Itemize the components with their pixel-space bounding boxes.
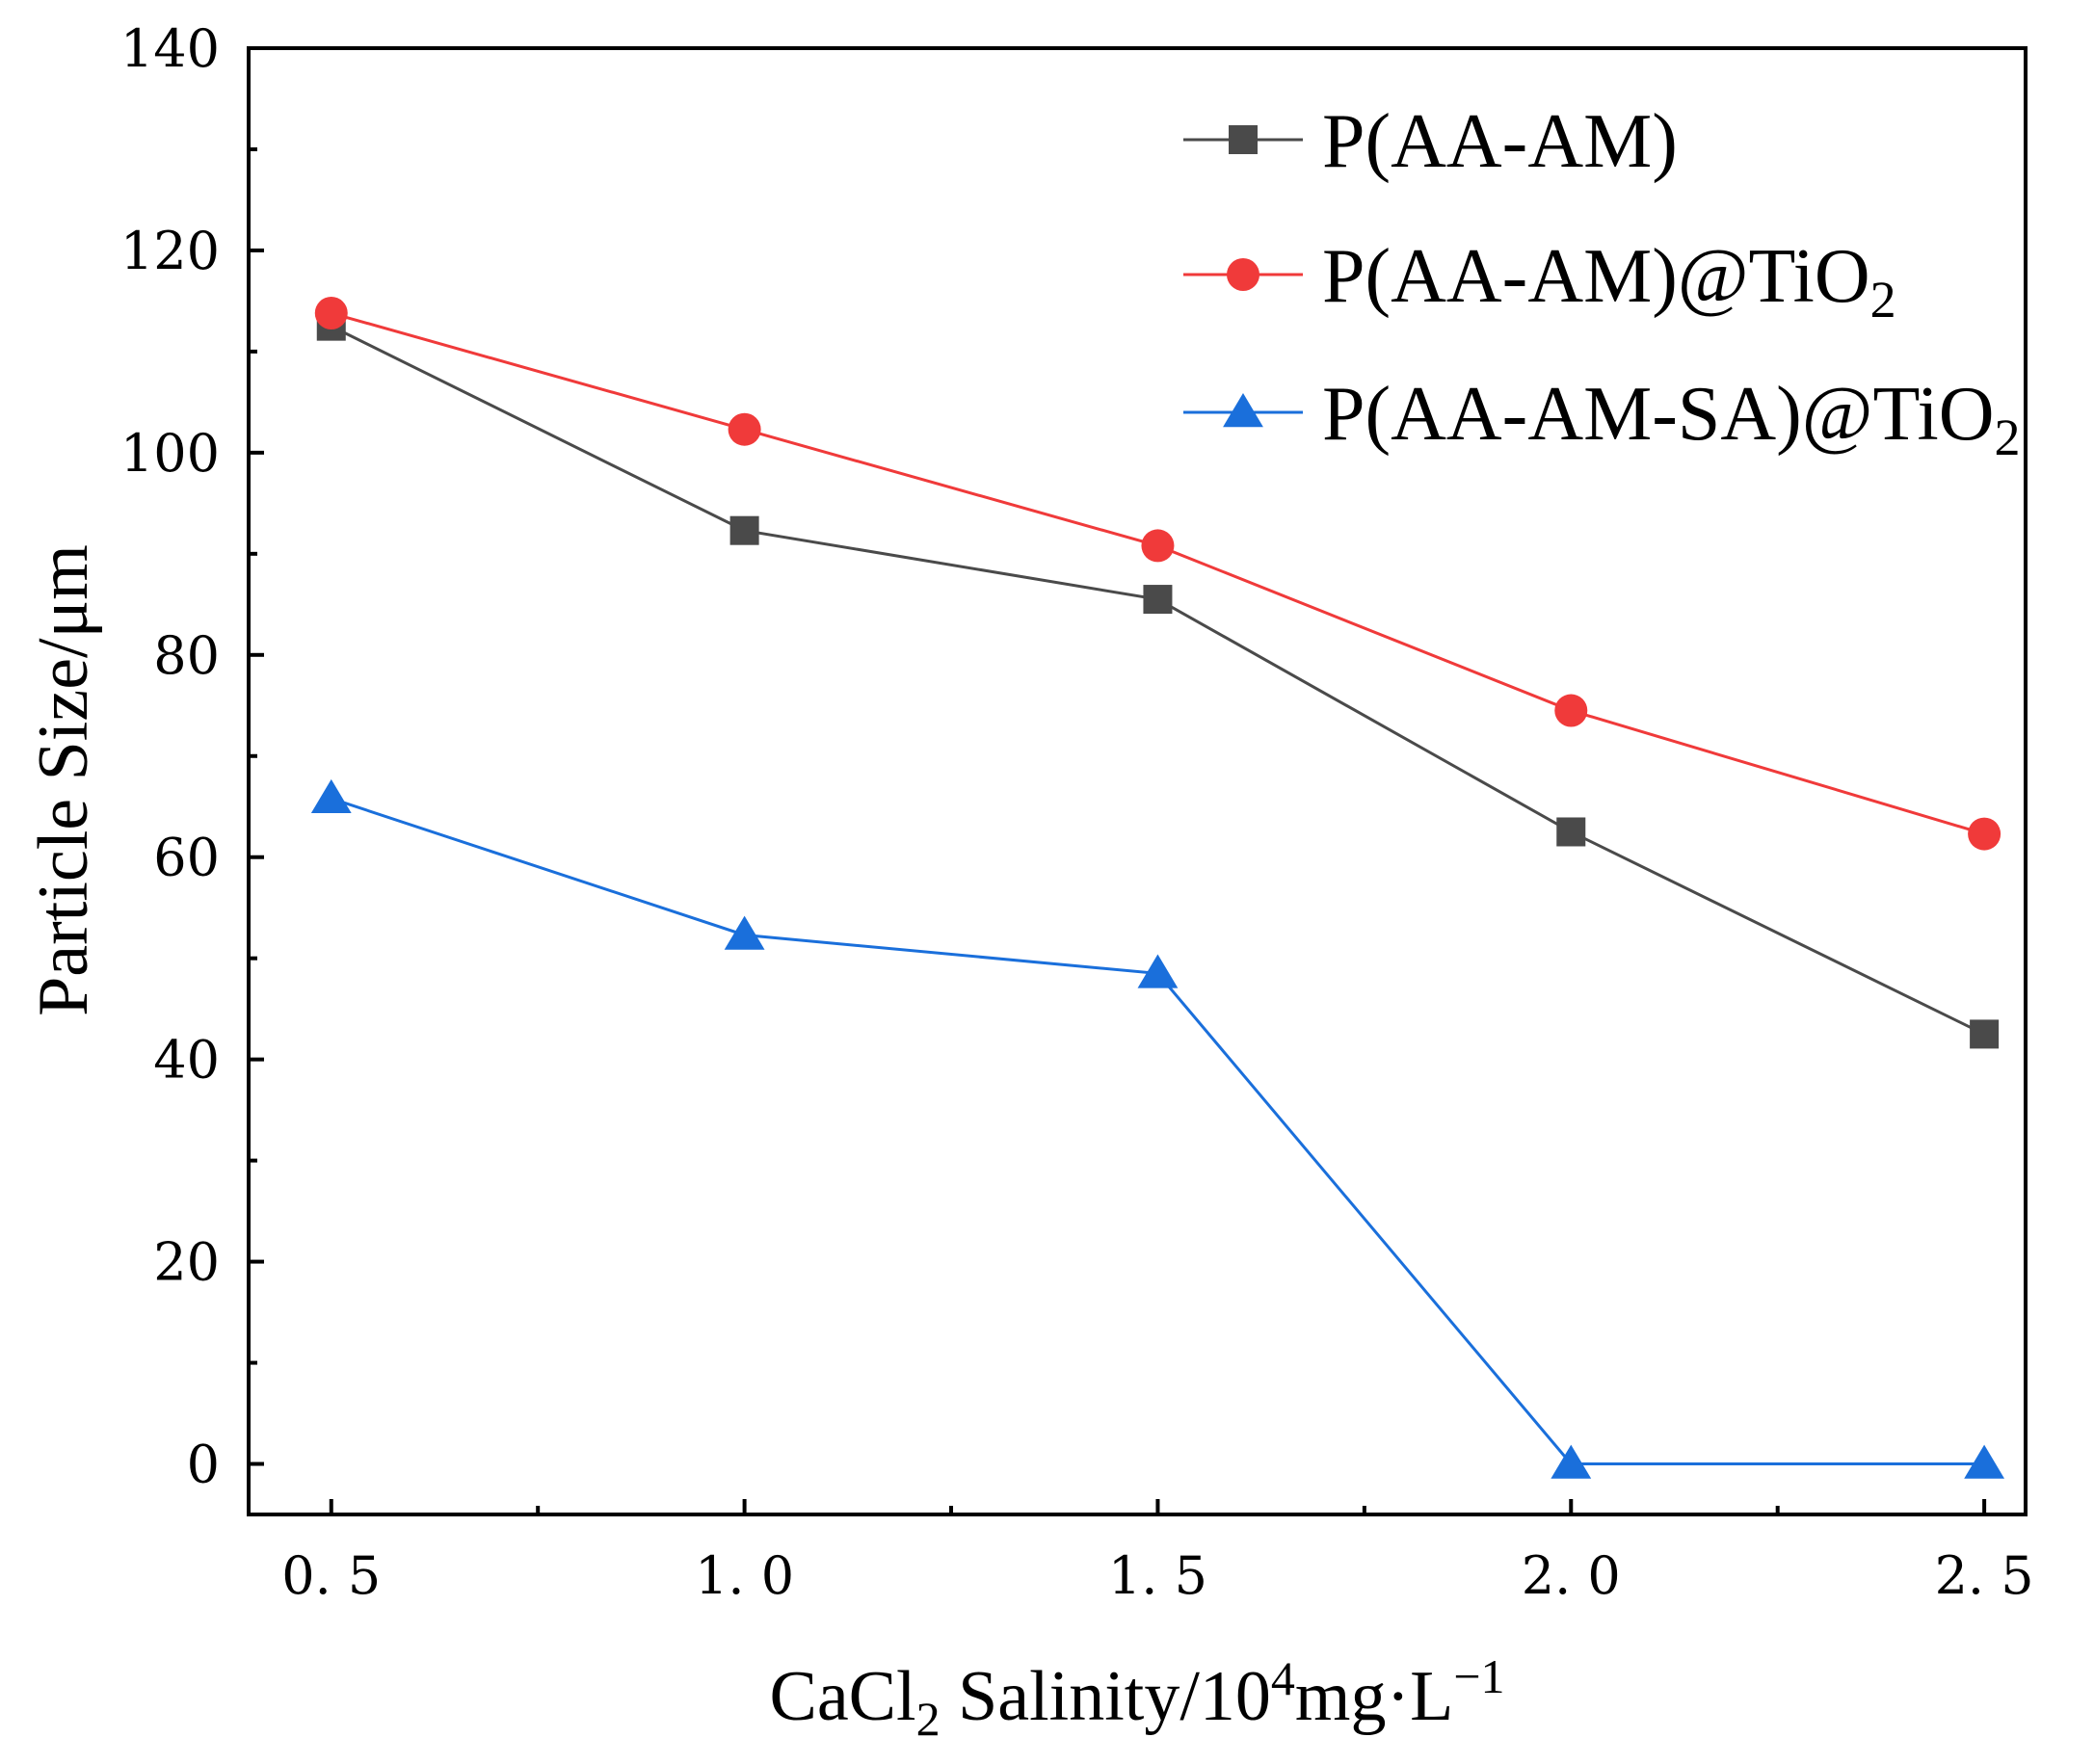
plot-frame bbox=[247, 46, 2028, 1516]
y-tick-label-1: 20 bbox=[153, 1232, 220, 1293]
data-point-2-3 bbox=[1551, 1444, 1592, 1479]
x-axis-title-part-3: 4 bbox=[1271, 1651, 1295, 1705]
data-point-2-4 bbox=[1964, 1444, 2005, 1479]
x-axis-title: CaCl2 Salinity/104mg·L−1 bbox=[769, 1649, 1504, 1746]
x-tick-label-0: 0. 5 bbox=[281, 1545, 381, 1606]
data-point-2-1 bbox=[724, 915, 765, 950]
data-point-1-2 bbox=[1141, 529, 1175, 563]
y-tick-label-4: 80 bbox=[153, 625, 220, 686]
data-point-1-1 bbox=[728, 412, 761, 446]
y-axis-title: Particle Size/μm bbox=[24, 544, 103, 1016]
y-tick-label-7: 140 bbox=[120, 18, 220, 79]
x-tick-label-3: 2. 0 bbox=[1522, 1545, 1621, 1606]
series-line-2 bbox=[331, 797, 1985, 1466]
legend-label-1: P(AA-AM)@TiO2 bbox=[1322, 234, 1896, 329]
legend-label-sub-2: 2 bbox=[1995, 408, 2021, 466]
x-axis-title-part-4: mg·L bbox=[1295, 1657, 1453, 1736]
plot-marks bbox=[310, 297, 2005, 1479]
data-point-1-0 bbox=[314, 297, 348, 330]
data-point-0-1 bbox=[729, 515, 759, 545]
x-tick-label-2: 1. 5 bbox=[1108, 1545, 1207, 1606]
legend-marker-0 bbox=[1229, 125, 1258, 154]
y-tick-label-5: 100 bbox=[120, 423, 220, 484]
data-point-0-3 bbox=[1556, 817, 1586, 847]
x-axis-title-part-0: CaCl bbox=[769, 1657, 915, 1736]
data-point-0-4 bbox=[1970, 1019, 2000, 1049]
legend-label-sub-1: 2 bbox=[1870, 271, 1896, 329]
y-tick-label-6: 120 bbox=[120, 221, 220, 281]
legend-label-main-0: P(AA-AM) bbox=[1322, 99, 1678, 184]
legend-label-0: P(AA-AM) bbox=[1322, 99, 1678, 184]
data-point-2-2 bbox=[1137, 954, 1179, 988]
y-tick-label-3: 60 bbox=[153, 828, 220, 888]
legend-label-main-2: P(AA-AM-SA)@TiO bbox=[1322, 372, 1995, 457]
axes: 0 20 40 60 80 100 120 140 0. 5 1. 0 1. 5 2. 0 2. 5 bbox=[120, 18, 2034, 1606]
x-tick-label-1: 1. 0 bbox=[695, 1545, 794, 1606]
legend-marker-1 bbox=[1227, 258, 1259, 291]
y-tick-label-0: 0 bbox=[187, 1435, 220, 1495]
data-point-1-4 bbox=[1968, 817, 2001, 851]
legend-marker-2 bbox=[1223, 393, 1263, 428]
legend-label-main-1: P(AA-AM)@TiO bbox=[1322, 234, 1870, 319]
data-point-0-2 bbox=[1143, 585, 1173, 615]
x-axis-title-part-5: −1 bbox=[1453, 1649, 1504, 1703]
x-axis-title-part-1: 2 bbox=[916, 1692, 941, 1746]
axis-titles: CaCl2 Salinity/104mg·L−1 Particle Size/μm bbox=[24, 544, 1505, 1746]
legend-label-2: P(AA-AM-SA)@TiO2 bbox=[1322, 372, 2021, 466]
data-point-2-0 bbox=[310, 778, 352, 814]
x-axis-title-part-2: Salinity/10 bbox=[941, 1657, 1271, 1736]
y-tick-label-2: 40 bbox=[153, 1030, 220, 1091]
data-point-1-3 bbox=[1554, 694, 1588, 727]
x-tick-label-4: 2. 5 bbox=[1935, 1545, 2034, 1606]
